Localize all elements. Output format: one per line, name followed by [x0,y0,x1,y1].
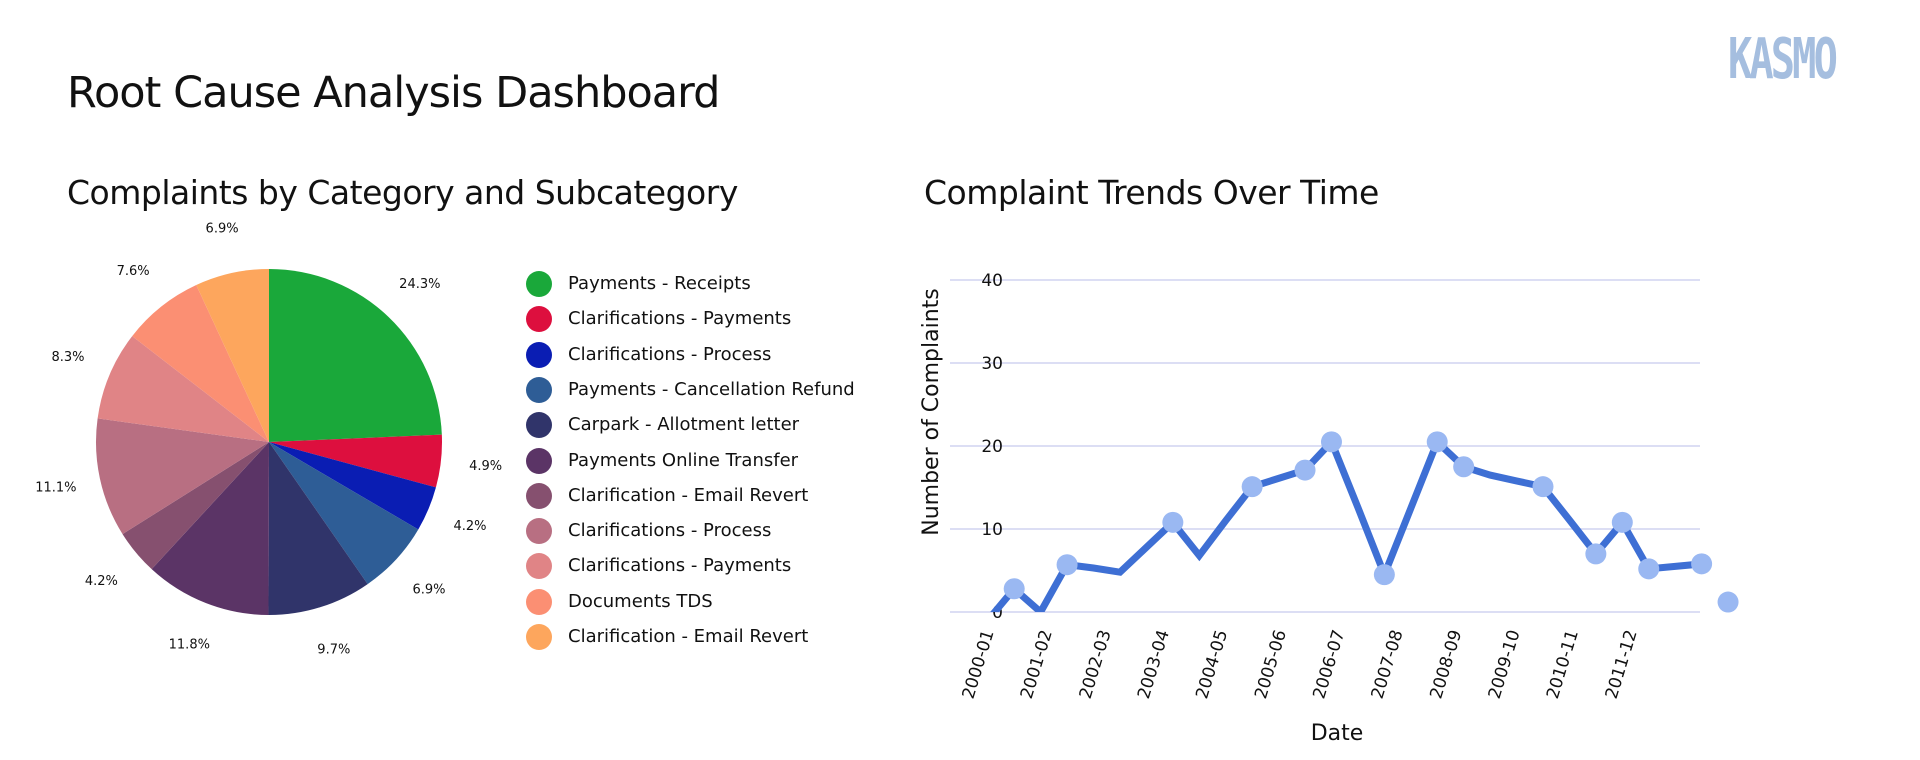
legend-label: Clarifications - Payments [568,555,792,577]
pie-chart-title: Complaints by Category and Subcategory [67,173,738,212]
x-tick-label-6: 2006-07 [1309,628,1349,702]
legend-swatch [526,624,552,650]
legend-label: Documents TDS [568,590,713,612]
page-title: Root Cause Analysis Dashboard [67,68,720,118]
y-tick-label-20: 20 [981,437,1003,457]
x-tick-label-10: 2010-11 [1543,628,1583,702]
data-point-28 [1717,591,1739,613]
legend-label: Clarification - Email Revert [568,484,809,506]
data-point-7 [1162,511,1184,533]
data-point-15 [1373,564,1395,586]
pie-slice-5 [151,442,269,615]
pie-slice-label-7: 11.1% [35,480,76,495]
data-point-12 [1294,459,1316,481]
data-point-3 [1056,554,1078,576]
pie-slice-label-3: 6.9% [412,583,445,598]
legend-swatch [526,376,552,403]
x-tick-label-2: 2002-03 [1076,628,1116,702]
legend-swatch [526,447,552,474]
pie-slice-0 [269,269,442,442]
pie-chart: 24.3% 4.9% 4.2% 6.9% 9.7% 11.8% 4.2% 11.1% 8.3% 7… [35,222,502,658]
x-tick-label-4: 2004-05 [1192,628,1232,702]
data-point-1 [1003,578,1025,600]
x-tick-label-5: 2005-06 [1251,628,1291,702]
legend-label: Clarification - Email Revert [568,626,809,647]
pie-slice-label-4: 9.7% [317,643,350,658]
pie-slice-7 [95,418,269,535]
y-axis-title: Number of Complaints [919,288,944,536]
data-point-13 [1320,431,1342,453]
x-tick-label-3: 2003-04 [1134,628,1174,702]
y-tick-label-30: 30 [981,354,1003,374]
x-tick-label-0: 2000-01 [959,628,999,702]
x-axis-title: Date [1311,721,1364,746]
data-point-18 [1453,456,1475,478]
legend-label: Payments Online Transfer [568,449,799,471]
data-point-21 [1532,476,1554,498]
pie-slice-label-9: 7.6% [117,264,150,279]
pie-slice-6 [122,442,270,570]
pie-slice-8 [97,336,269,442]
pie-slice-2 [269,442,436,530]
pie-slice-label-6: 4.2% [85,574,118,589]
data-point-27 [1691,553,1713,575]
legend-label: Payments - Receipts [568,273,751,294]
x-tick-label-11: 2011-12 [1602,628,1642,702]
data-point-23 [1585,543,1607,565]
y-tick-label-10: 10 [981,520,1003,540]
pie-slice-label-5: 11.8% [169,637,210,652]
legend-label: Clarifications - Payments [568,308,792,330]
legend-label: Clarifications - Process [568,520,772,542]
data-point-25 [1638,558,1660,580]
legend-label: Clarifications - Process [568,343,772,365]
pie-slice-4 [268,442,368,615]
legend-swatch [526,482,552,509]
y-tick-label-0: 0 [992,603,1003,623]
y-tick-label-40: 40 [981,271,1003,291]
pie-slice-label-0: 24.3% [399,277,440,292]
legend-swatch [526,553,552,580]
x-tick-label-8: 2008-09 [1426,628,1466,702]
pie-slice-10 [196,269,269,442]
x-tick-label-9: 2009-10 [1485,628,1525,702]
pie-slice-label-8: 8.3% [52,350,85,365]
legend-swatch [526,271,552,297]
kasmo-logo: KASMO [1728,27,1838,92]
data-point-17 [1426,431,1448,453]
legend-swatch [526,341,552,368]
x-tick-label-1: 2001-02 [1017,628,1057,702]
pie-slice-label-10: 6.9% [206,222,239,237]
pie-slice-9 [132,285,269,442]
pie-slice-3 [269,442,419,585]
pie-slice-label-2: 4.2% [453,519,486,534]
x-tick-label-7: 2007-08 [1368,628,1408,702]
series-line [990,435,1692,612]
legend-swatch [526,412,552,439]
legend-label: Payments - Cancellation Refund [568,378,855,400]
pie-slice-label-1: 4.9% [469,459,502,474]
line-chart-title: Complaint Trends Over Time [924,173,1379,212]
pie-slice-1 [269,434,442,488]
legend-swatch [526,518,552,545]
data-point-24 [1611,511,1633,533]
legend-swatch [526,306,552,333]
legend-label: Carpark - Allotment letter [568,414,800,436]
data-point-10 [1241,476,1263,498]
legend-swatch [526,588,552,615]
